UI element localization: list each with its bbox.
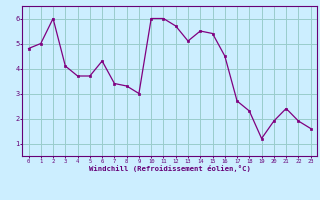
- X-axis label: Windchill (Refroidissement éolien,°C): Windchill (Refroidissement éolien,°C): [89, 165, 251, 172]
